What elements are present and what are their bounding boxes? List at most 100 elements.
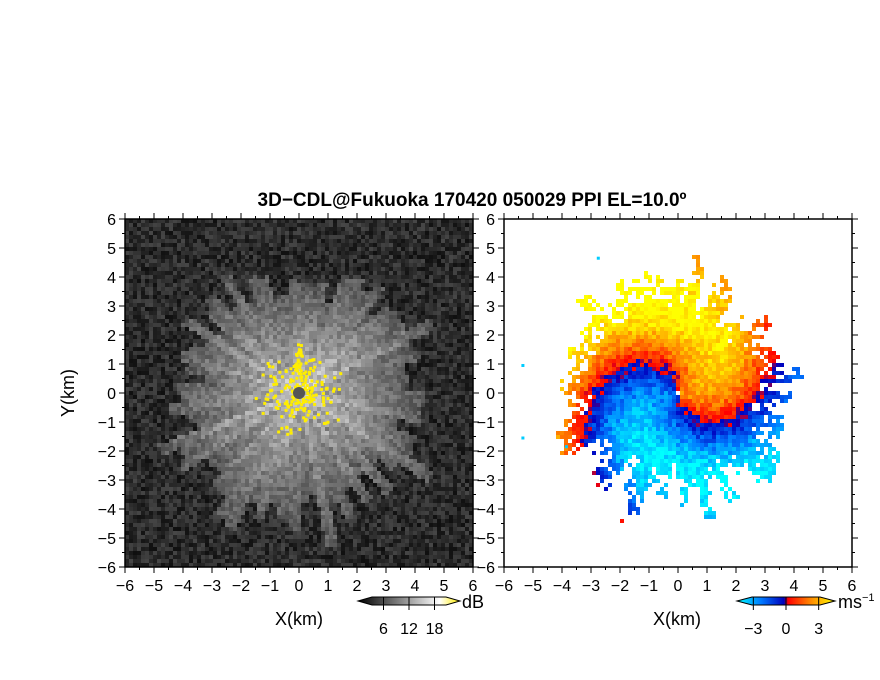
reflectivity-cell [225, 411, 229, 415]
reflectivity-cell [241, 283, 245, 287]
reflectivity-cell [365, 227, 369, 231]
reflectivity-cell [465, 359, 469, 363]
reflectivity-cell [461, 323, 465, 327]
reflectivity-cell [405, 439, 409, 443]
reflectivity-cell [249, 255, 253, 259]
reflectivity-cell [161, 443, 165, 447]
reflectivity-cell [325, 375, 329, 379]
reflectivity-cell [153, 399, 157, 403]
reflectivity-cell [145, 415, 149, 419]
reflectivity-cell [133, 223, 137, 227]
reflectivity-cell [205, 411, 209, 415]
reflectivity-cell [209, 303, 213, 307]
reflectivity-cell [193, 291, 197, 295]
reflectivity-cell [253, 435, 257, 439]
reflectivity-cell [141, 347, 145, 351]
reflectivity-cell [249, 427, 253, 431]
reflectivity-cell [313, 267, 317, 271]
reflectivity-cell [257, 391, 261, 395]
reflectivity-cell [165, 223, 169, 227]
reflectivity-cell [209, 443, 213, 447]
reflectivity-cell [297, 251, 301, 255]
reflectivity-cell [345, 295, 349, 299]
reflectivity-cell [333, 219, 337, 223]
reflectivity-cell [245, 247, 249, 251]
reflectivity-cell [461, 247, 465, 251]
reflectivity-cell [405, 307, 409, 311]
reflectivity-cell [249, 303, 253, 307]
reflectivity-cell [245, 271, 249, 275]
reflectivity-cell [453, 439, 457, 443]
reflectivity-cell [165, 427, 169, 431]
reflectivity-cell [285, 351, 289, 355]
reflectivity-cell [269, 255, 273, 259]
reflectivity-cell [425, 359, 429, 363]
reflectivity-cell [133, 299, 137, 303]
reflectivity-cell [337, 347, 341, 351]
reflectivity-cell [389, 255, 393, 259]
reflectivity-cell [397, 255, 401, 259]
reflectivity-cell [221, 419, 225, 423]
reflectivity-cell [217, 363, 221, 367]
reflectivity-cell [437, 363, 441, 367]
reflectivity-cell [185, 355, 189, 359]
reflectivity-cell [241, 395, 245, 399]
reflectivity-cell [437, 411, 441, 415]
reflectivity-cell [457, 259, 461, 263]
reflectivity-cell [409, 431, 413, 435]
reflectivity-cell [341, 443, 345, 447]
reflectivity-cell [321, 255, 325, 259]
reflectivity-cell [165, 443, 169, 447]
reflectivity-cell [401, 283, 405, 287]
reflectivity-cell [309, 271, 313, 275]
reflectivity-cell [129, 307, 133, 311]
reflectivity-cell [177, 439, 181, 443]
reflectivity-cell [209, 435, 213, 439]
reflectivity-cell [205, 235, 209, 239]
reflectivity-cell [177, 287, 181, 291]
reflectivity-cell [221, 295, 225, 299]
reflectivity-cell [377, 295, 381, 299]
reflectivity-cell [377, 423, 381, 427]
reflectivity-cell [233, 435, 237, 439]
reflectivity-cell [441, 383, 445, 387]
reflectivity-cell [325, 339, 329, 343]
reflectivity-cell [237, 435, 241, 439]
reflectivity-cell [129, 263, 133, 267]
reflectivity-cell [177, 395, 181, 399]
reflectivity-cell [225, 267, 229, 271]
reflectivity-cell [469, 271, 473, 275]
reflectivity-cell [313, 331, 317, 335]
reflectivity-cell [145, 439, 149, 443]
reflectivity-cell [265, 219, 269, 223]
reflectivity-cell [237, 227, 241, 231]
reflectivity-cell [445, 379, 449, 383]
reflectivity-cell [289, 343, 293, 347]
reflectivity-cell [237, 339, 241, 343]
reflectivity-cell [213, 235, 217, 239]
reflectivity-cell [309, 355, 313, 359]
reflectivity-cell [253, 367, 257, 371]
reflectivity-cell [257, 363, 261, 367]
reflectivity-cell [329, 307, 333, 311]
reflectivity-cell [137, 435, 141, 439]
reflectivity-cell [245, 287, 249, 291]
reflectivity-cell [269, 379, 273, 383]
reflectivity-cell [385, 243, 389, 247]
reflectivity-cell [353, 327, 357, 331]
reflectivity-cell [233, 279, 237, 283]
reflectivity-cell [425, 379, 429, 383]
reflectivity-cell [341, 431, 345, 435]
reflectivity-cell [221, 355, 225, 359]
reflectivity-cell [161, 271, 165, 275]
reflectivity-cell [385, 275, 389, 279]
reflectivity-cell [365, 379, 369, 383]
reflectivity-cell [217, 395, 221, 399]
reflectivity-cell [153, 275, 157, 279]
reflectivity-cell [265, 423, 269, 427]
reflectivity-cell [465, 399, 469, 403]
reflectivity-cell [285, 339, 289, 343]
reflectivity-cell [357, 359, 361, 363]
reflectivity-cell [149, 259, 153, 263]
reflectivity-cell [345, 339, 349, 343]
